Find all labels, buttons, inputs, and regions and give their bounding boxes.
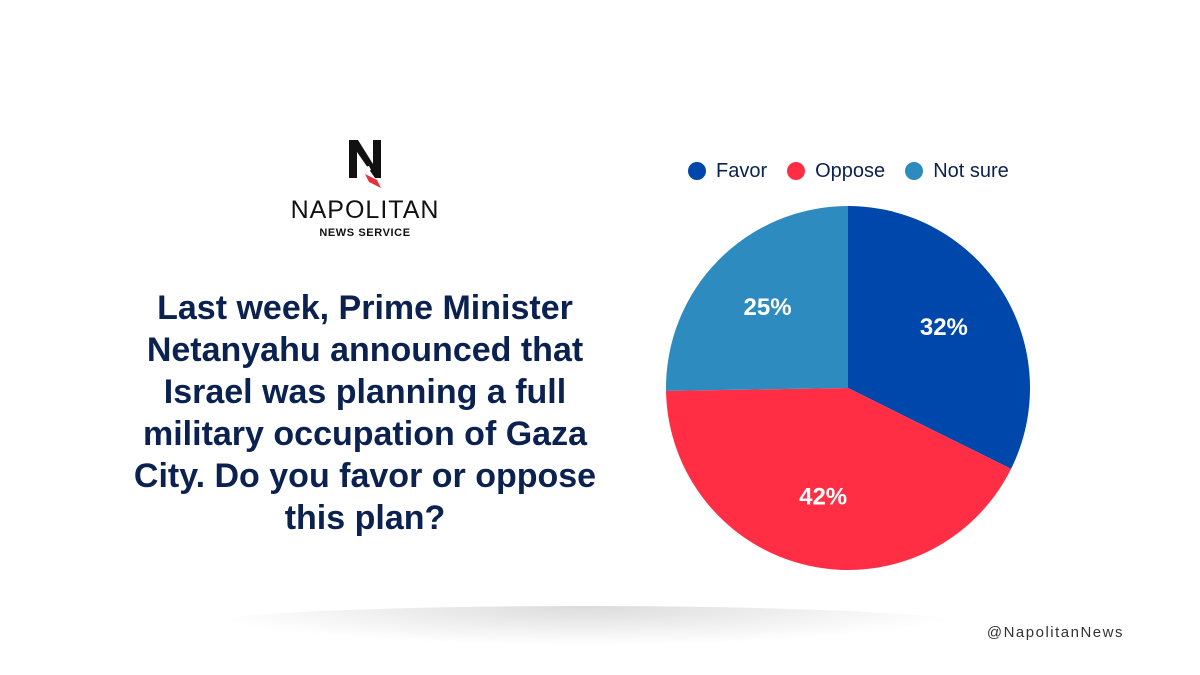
pie-chart: 32% 42% 25% [666,206,1030,570]
pie-slice-not-sure [666,206,848,391]
n-monogram-icon [349,140,381,188]
legend-label: Not sure [933,159,1009,182]
pie-slice-favor [848,206,1030,469]
legend-label: Favor [716,159,768,182]
brand-subtitle: NEWS SERVICE [319,227,411,239]
legend-swatch [688,162,706,180]
napolitan-logo: NAPOLITAN NEWS SERVICE [280,138,450,239]
chart-legend: Favor Oppose Not sure [688,157,1029,185]
pie-data-label: 25% [744,294,792,321]
social-handle: @NapolitanNews [986,624,1124,641]
legend-swatch [787,162,806,180]
poll-question: Last week, Prime Minister Netanyahu anno… [133,289,597,537]
legend-item-favor: Favor [688,160,767,183]
pie-data-label: 32% [920,314,968,341]
pie-slice-oppose [666,388,1012,570]
pie-data-label: 42% [799,483,847,510]
brand-name: NAPOLITAN [290,196,440,224]
legend-item-oppose: Oppose [787,160,885,183]
legend-item-not-sure: Not sure [905,160,1009,183]
legend-label: Oppose [815,159,886,182]
legend-swatch [905,162,924,180]
card-shadow [190,606,980,646]
